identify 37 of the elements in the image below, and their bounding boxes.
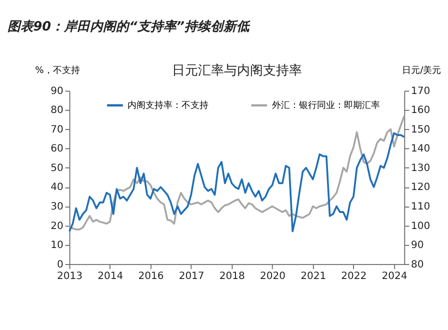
y2-tick-label: 150 bbox=[411, 124, 430, 136]
y2-tick-label: 160 bbox=[411, 105, 430, 116]
y2-tick-label: 170 bbox=[411, 86, 430, 97]
y-tick-label: 80 bbox=[50, 105, 64, 116]
y-tick-label: 10 bbox=[50, 240, 64, 252]
y2-tick-label: 90 bbox=[411, 240, 424, 252]
y2-tick-label: 80 bbox=[411, 259, 424, 270]
line-series bbox=[68, 114, 406, 230]
legend-label: 内阁支持率：不支持 bbox=[128, 100, 209, 112]
y-tick-label: 70 bbox=[50, 124, 64, 136]
x-tick-label: 2013 bbox=[57, 271, 83, 282]
y-axis-title: %，不支持 bbox=[35, 64, 80, 76]
x-tick-label: 2020 bbox=[260, 271, 286, 282]
x-tick-label: 2016 bbox=[138, 271, 164, 282]
y2-tick-label: 130 bbox=[411, 162, 430, 174]
line-series bbox=[68, 132, 406, 232]
y-tick-label: 0 bbox=[57, 259, 64, 270]
y2-tick-label: 140 bbox=[411, 144, 430, 155]
y-tick-label: 20 bbox=[50, 220, 64, 232]
x-tick-label: 2017 bbox=[178, 271, 204, 282]
x-tick-label: 2024 bbox=[382, 271, 408, 282]
y-tick-label: 90 bbox=[50, 86, 64, 97]
y-tick-label: 40 bbox=[50, 182, 64, 194]
y2-tick-label: 120 bbox=[411, 182, 430, 194]
x-tick-label: 2014 bbox=[98, 271, 124, 282]
y2-tick-label: 110 bbox=[411, 202, 430, 213]
y2-axis-title: 日元/美元 bbox=[402, 64, 442, 76]
x-tick-label: 2021 bbox=[300, 271, 326, 282]
y2-tick-label: 100 bbox=[411, 220, 430, 232]
y-tick-label: 50 bbox=[50, 162, 64, 174]
legend-label: 外汇：银行同业：即期汇率 bbox=[272, 100, 380, 112]
y-tick-label: 60 bbox=[50, 144, 64, 155]
chart-title: 图表90：岸田内阁的“支持率”持续创新低 bbox=[7, 18, 251, 35]
chart-subtitle: 日元汇率与内阁支持率 bbox=[172, 62, 302, 78]
x-tick-label: 2022 bbox=[341, 271, 367, 282]
x-tick-label: 2018 bbox=[219, 271, 245, 282]
y-tick-label: 30 bbox=[50, 202, 64, 213]
